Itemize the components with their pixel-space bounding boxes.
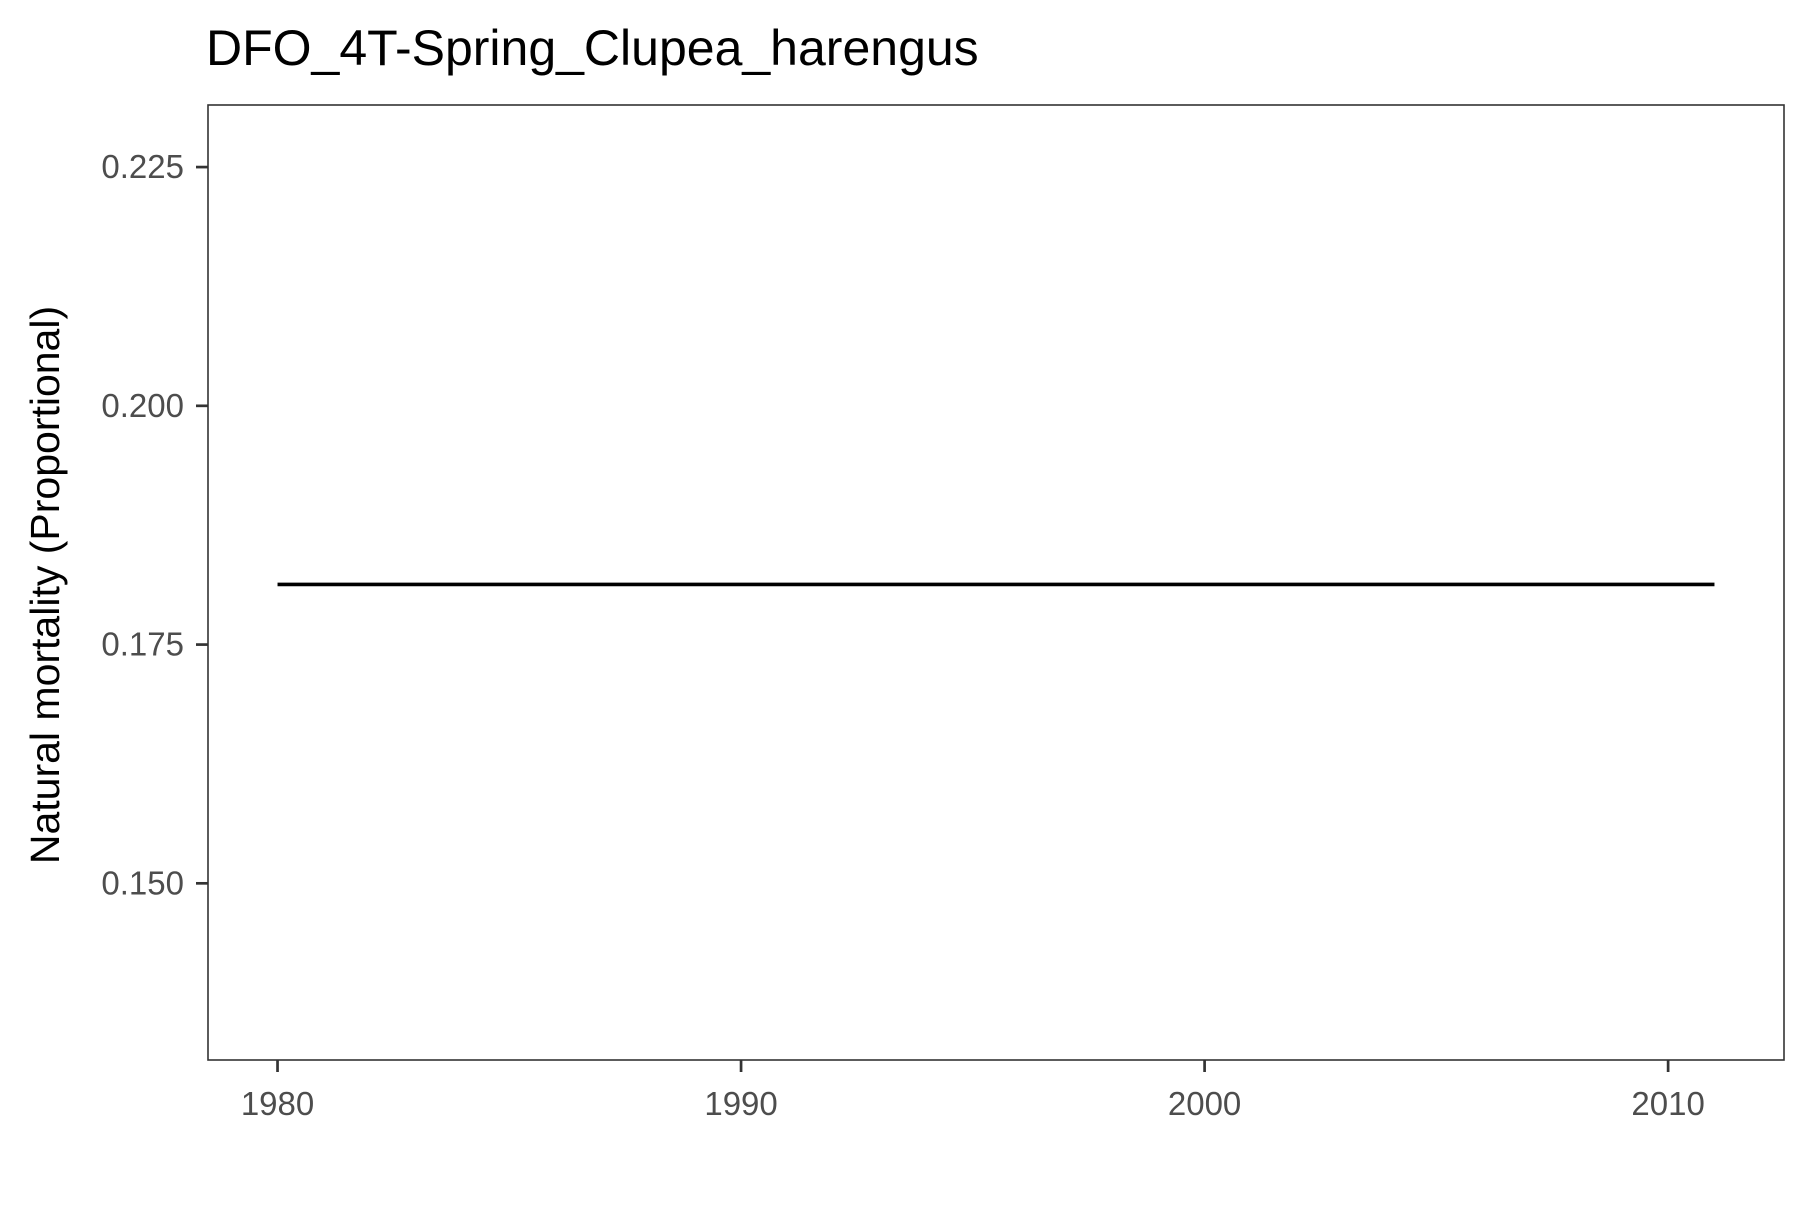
- y-tick-label: 0.175: [101, 626, 184, 663]
- plot-panel-border: [207, 104, 1785, 1061]
- y-tick-label: 0.200: [101, 387, 184, 424]
- x-axis: 1980 1990 2000 2010: [241, 1060, 1705, 1122]
- x-tick-label: 2010: [1631, 1085, 1704, 1122]
- chart-title: DFO_4T-Spring_Clupea_harengus: [206, 20, 979, 76]
- x-tick-label: 1980: [241, 1085, 314, 1122]
- x-tick-label: 1990: [704, 1085, 777, 1122]
- y-tick-label: 0.150: [101, 864, 184, 901]
- y-axis-title: Natural mortality (Proportional): [22, 306, 68, 864]
- y-tick-label: 0.225: [101, 148, 184, 185]
- x-tick-label: 2000: [1168, 1085, 1241, 1122]
- y-axis: 0.150 0.175 0.200 0.225: [101, 148, 208, 901]
